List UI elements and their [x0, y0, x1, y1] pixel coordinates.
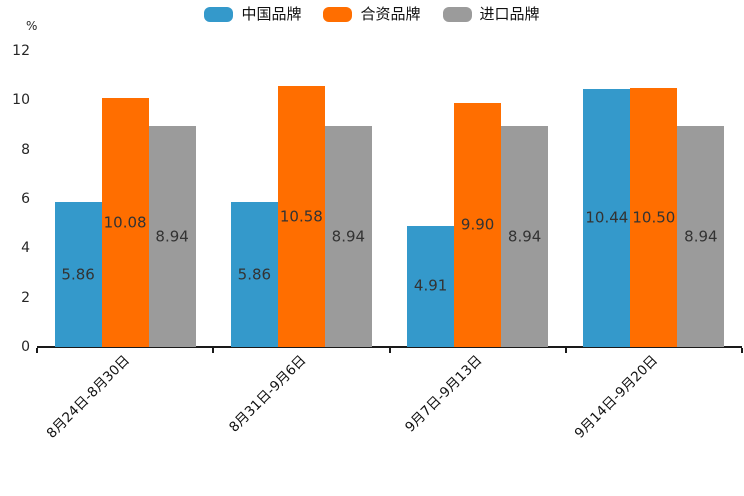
x-category-label: 8月24日-8月30日: [43, 352, 133, 442]
bar-value-label: 4.91: [413, 276, 448, 295]
bar-进口品牌-group0: 8.94: [148, 126, 196, 347]
x-category-label: 9月7日-9月13日: [401, 352, 486, 436]
y-tick-label: 6: [21, 191, 30, 207]
bar-合资品牌-group2: 9.90: [454, 102, 502, 347]
bar-进口品牌-group3: 8.94: [677, 126, 725, 347]
bar-value-label: 5.86: [237, 265, 272, 284]
bar-value-label: 8.94: [684, 227, 718, 246]
y-tick-label: 10: [12, 92, 30, 109]
y-tick-label: 2: [21, 289, 30, 306]
bar-中国品牌-group0: 5.86: [54, 202, 102, 347]
bar-合资品牌-group0: 10.08: [101, 98, 149, 347]
bar-中国品牌-group2: 4.91: [407, 225, 455, 347]
y-tick-label: 12: [12, 43, 30, 59]
bar-value-label: 5.86: [61, 265, 95, 284]
x-axis-line: [37, 346, 742, 348]
legend-item-2: 进口品牌: [442, 5, 540, 23]
legend-swatch-icon: [323, 7, 353, 22]
y-tick-label: 0: [21, 339, 30, 355]
bar-value-label: 8.94: [155, 227, 189, 246]
legend-item-1: 合资品牌: [323, 5, 421, 23]
x-axis-tick: [564, 348, 567, 353]
y-axis-unit-label: %: [26, 19, 38, 33]
bar-value-label: 10.58: [279, 207, 323, 225]
x-axis-tick: [212, 348, 215, 353]
bar-value-label: 10.50: [632, 208, 676, 226]
bar-value-label: 8.94: [507, 227, 542, 246]
bar-value-label: 8.94: [331, 227, 366, 246]
chart-legend: 中国品牌 合资品牌 进口品牌: [0, 7, 744, 22]
bar-value-label: 9.90: [460, 215, 495, 234]
x-axis-tick: [388, 348, 391, 353]
x-category-label: 9月14日-9月20日: [572, 352, 662, 442]
y-tick-label: 4: [21, 240, 30, 257]
x-category-label: 8月31日-9月6日: [225, 352, 309, 436]
legend-label: 进口品牌: [479, 5, 540, 23]
legend-label: 合资品牌: [360, 5, 421, 23]
bar-合资品牌-group3: 10.50: [630, 88, 678, 347]
legend-label: 中国品牌: [241, 5, 302, 23]
bar-中国品牌-group3: 10.44: [583, 89, 631, 347]
bar-value-label: 10.08: [103, 213, 147, 232]
bar-进口品牌-group1: 8.94: [324, 126, 372, 347]
legend-item-0: 中国品牌: [204, 7, 301, 22]
bar-中国品牌-group1: 5.86: [230, 202, 278, 347]
legend-swatch-icon: [442, 7, 472, 22]
bar-合资品牌-group1: 10.58: [277, 86, 325, 347]
bar-进口品牌-group2: 8.94: [501, 126, 549, 347]
y-tick-label: 8: [21, 141, 30, 158]
x-axis-tick: [741, 348, 743, 353]
x-axis-tick: [36, 348, 38, 353]
legend-swatch-icon: [204, 7, 234, 22]
bar-value-label: 10.44: [585, 208, 629, 227]
